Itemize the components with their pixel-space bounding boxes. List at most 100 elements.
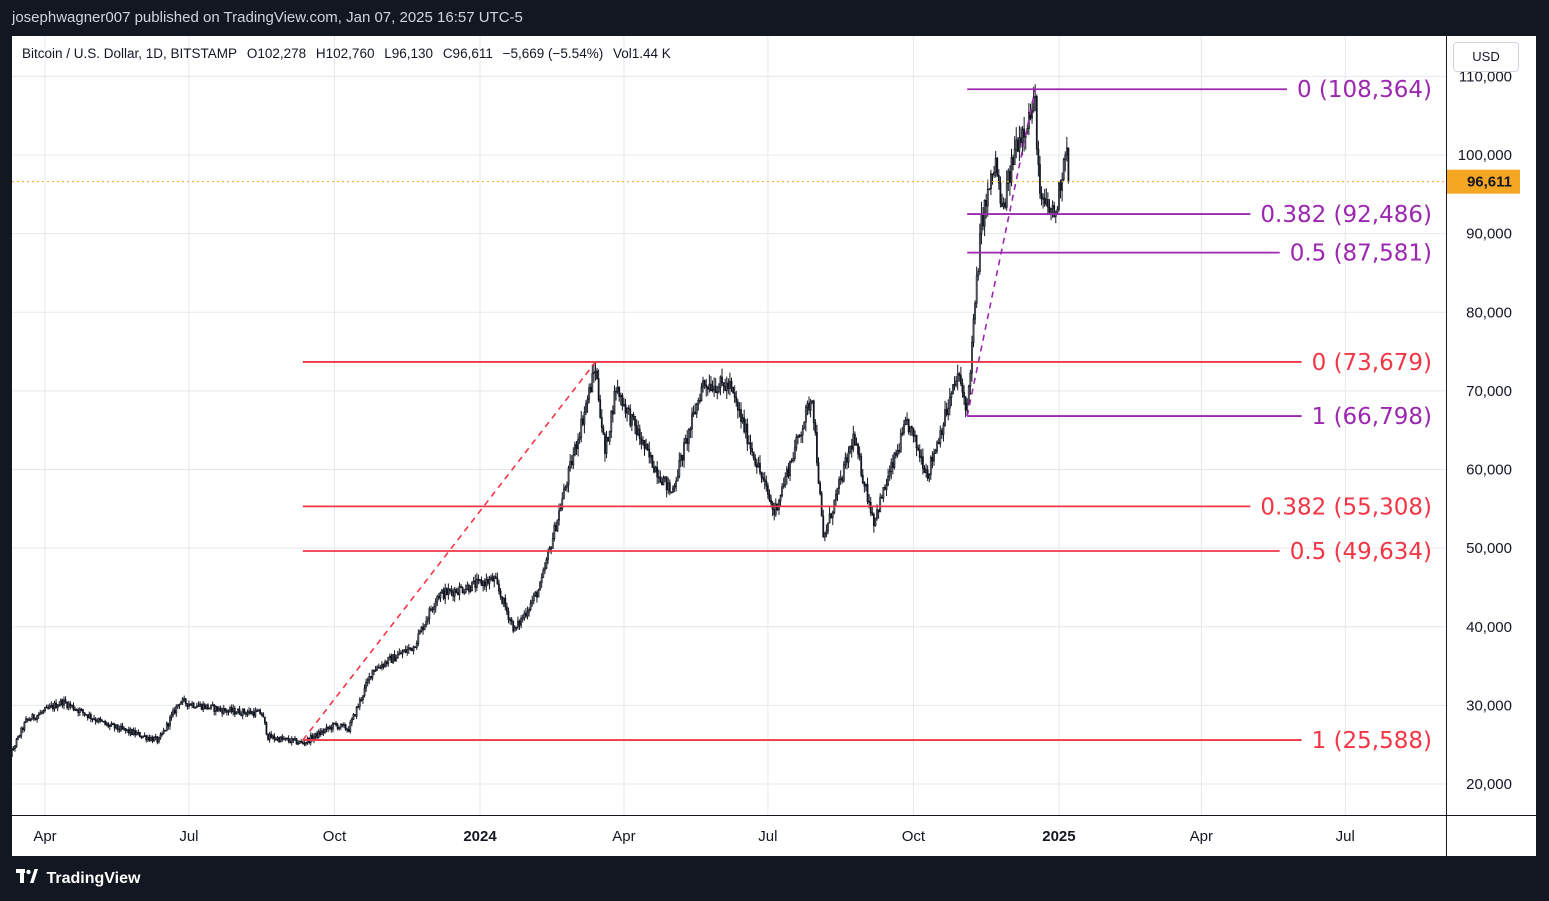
candle-body [738,408,741,411]
candle-body [934,450,937,454]
candle-body [273,735,276,740]
candle-body [1065,147,1068,156]
candle-body [931,456,934,462]
candle-body [534,592,537,596]
candle-body [203,704,206,709]
candle-body [34,718,37,720]
candle-body [404,649,407,653]
candle-body [464,588,467,593]
candle-body [456,591,459,596]
candle-body [714,385,717,393]
candle-body [233,707,236,715]
candle-body [1035,96,1038,150]
candle-body [831,512,834,519]
candle-body [1048,206,1051,213]
candle-body [849,445,852,453]
candle-body [607,436,610,442]
candle-body [681,454,684,461]
candle-body [67,703,70,708]
candle-body [654,466,657,473]
candle-body [809,401,812,411]
candle-body [47,706,50,709]
candle-body [743,417,746,433]
candle-body [96,720,99,723]
candle-body [920,456,923,459]
candle-body [556,519,559,532]
candle-body [964,396,967,411]
candle-body [1004,202,1007,208]
candle-body [93,718,95,721]
candle-body [83,712,86,715]
candle-body [784,476,787,486]
candle-body [936,441,939,451]
candle-body [697,399,700,405]
candle-body [354,714,356,717]
candle-body [879,496,882,513]
candle-body [741,417,744,423]
candle-body [199,703,201,706]
candle-body [1051,205,1054,209]
candle-body [373,669,375,672]
candle-body [903,424,905,434]
chart-frame[interactable]: 0 (73,679) 0.382 (55,308) 0.5 (49,634) 1 (2… [12,36,1536,856]
candle-body [327,726,330,729]
candle-body [415,643,418,648]
candle-body [407,647,410,650]
candle-body [433,606,436,610]
candle-body [139,732,141,738]
candle-body [561,498,564,509]
candle-body [706,386,709,390]
candle-body [675,480,678,487]
candle-body [320,730,323,735]
candle-body [621,394,624,407]
candle-body [365,682,368,689]
candle-body [985,199,988,207]
candle-body [70,704,73,707]
candle-body [822,515,825,538]
candle-body [899,433,902,452]
candle-body [893,452,896,468]
candle-body [316,732,318,738]
candle-body [112,723,114,726]
candle-body [765,480,768,487]
candle-body [173,709,176,714]
fib-level-label: 0.382 (55,308) [1260,494,1432,520]
candle-body [1013,148,1016,166]
candle-body [906,419,908,421]
price-chart[interactable]: 0 (73,679) 0.382 (55,308) 0.5 (49,634) 1 (2… [12,36,1536,856]
candle-body [933,452,935,462]
currency-button[interactable]: USD [1453,42,1519,72]
candle-body [798,434,801,437]
candle-body [99,718,102,721]
candle-body [1058,182,1060,210]
candle-body [509,618,511,621]
candle-body [999,182,1002,204]
candle-body [50,704,53,707]
candle-body [1010,157,1013,183]
candle-body [414,646,417,649]
candle-body [463,591,466,594]
candle-body [449,588,451,591]
candle-body [510,619,513,622]
candle-body [455,589,458,593]
candle-body [825,530,828,535]
candle-body [505,606,508,612]
candle-body [131,728,133,735]
candle-body [846,457,848,463]
candle-body [153,737,156,742]
candle-body [229,707,231,712]
candle-body [988,188,991,191]
candle-body [841,477,844,482]
candle-body [197,704,200,707]
candle-body [852,433,855,450]
candle-body [874,517,877,527]
legend-low: L96,130 [384,46,434,61]
candle-body [330,726,333,730]
candle-body [418,630,421,635]
candle-body [564,486,567,490]
candle-body [74,709,76,711]
candle-body [1018,137,1021,152]
candle-body [744,423,747,433]
candle-body [178,703,181,706]
candle-body [232,707,235,713]
